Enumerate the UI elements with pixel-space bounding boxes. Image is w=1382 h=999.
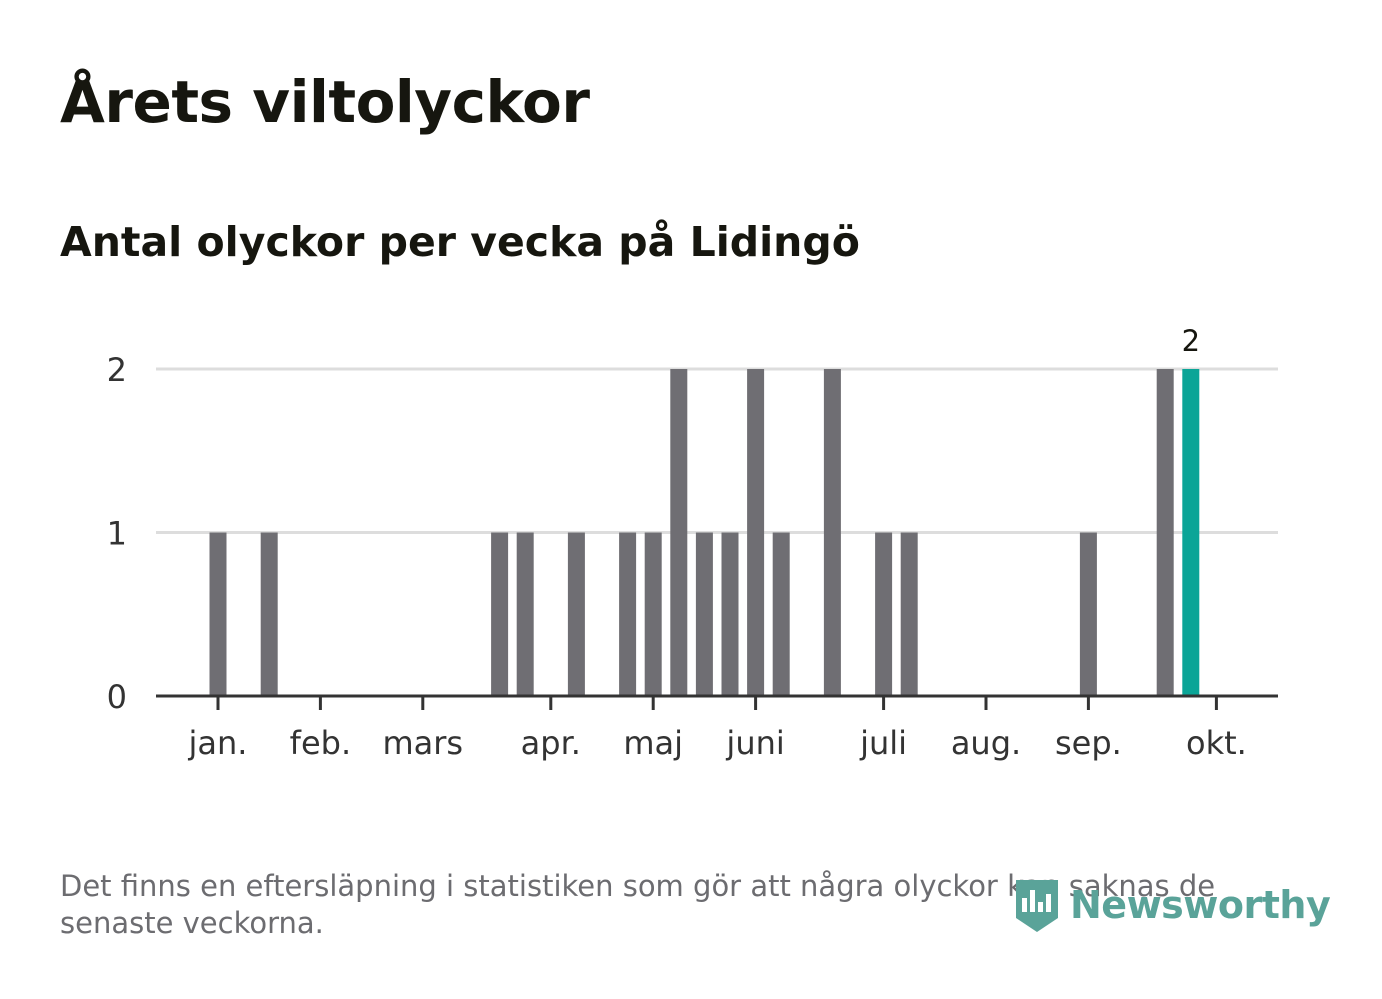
- x-tick-label: juli: [859, 724, 907, 762]
- newsworthy-logo-text: Newsworthy: [1070, 883, 1331, 927]
- x-tick-label: okt.: [1186, 724, 1247, 762]
- bar: [670, 369, 688, 696]
- x-tick-label: mars: [382, 724, 463, 762]
- y-tick-label: 1: [107, 515, 127, 553]
- bar: [772, 532, 790, 696]
- bar: [516, 532, 534, 696]
- bar: [567, 532, 585, 696]
- highlight-data-label: 2: [1182, 324, 1200, 358]
- bar: [209, 532, 227, 696]
- bar: [491, 532, 509, 696]
- x-tick-label: aug.: [951, 724, 1021, 762]
- bar: [1079, 532, 1097, 696]
- newsworthy-logo-icon: [1016, 880, 1058, 932]
- bar: [721, 532, 739, 696]
- x-tick-label: jan.: [188, 724, 248, 762]
- bar: [260, 532, 278, 696]
- x-tick-label: juni: [725, 724, 784, 762]
- x-tick-label: sep.: [1055, 724, 1122, 762]
- y-tick-label: 2: [107, 351, 127, 389]
- x-tick-label: maj: [623, 724, 683, 762]
- bar-chart: 0 1 2 2 jan. feb. mars apr. maj juni juli aug. sep. o…: [107, 324, 1278, 762]
- chart-title: Årets viltolyckor: [60, 68, 590, 136]
- bar-highlight: [1182, 369, 1200, 696]
- chart-subtitle: Antal olyckor per vecka på Lidingö: [60, 218, 860, 266]
- bar: [875, 532, 893, 696]
- newsworthy-logo: Newsworthy: [1012, 876, 1331, 934]
- x-tick-label: apr.: [521, 724, 581, 762]
- bar: [1156, 369, 1174, 696]
- bar: [747, 369, 765, 696]
- y-tick-label: 0: [107, 678, 127, 716]
- bar: [900, 532, 918, 696]
- bar: [823, 369, 841, 696]
- bar: [695, 532, 713, 696]
- x-tick-label: feb.: [290, 724, 351, 762]
- bar: [619, 532, 637, 696]
- bar: [644, 532, 662, 696]
